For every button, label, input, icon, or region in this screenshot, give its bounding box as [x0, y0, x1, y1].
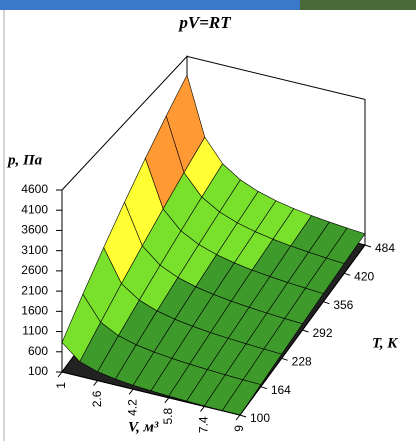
x-tick-label: 2.6: [90, 390, 104, 407]
x-tick-label: 1: [54, 382, 68, 389]
x-tick-label: 7.4: [197, 416, 211, 433]
y-tick-label: 100: [250, 411, 270, 425]
z-tick-label: 4100: [21, 202, 48, 216]
x-axis-label: V, м³: [128, 419, 159, 435]
window-header: [0, 0, 416, 10]
y-tick-label: 420: [354, 270, 374, 284]
y-tick-label: 164: [271, 383, 291, 397]
x-tick: [57, 371, 63, 378]
x-tick-label: 5.8: [161, 407, 175, 424]
x-tick-label: 4.2: [125, 399, 139, 416]
y-tick: [364, 244, 372, 248]
x-tick: [235, 414, 241, 421]
x-tick: [164, 397, 170, 404]
x-tick: [128, 388, 134, 395]
y-tick: [239, 414, 247, 418]
y-tick: [344, 272, 351, 276]
y-tick: [281, 357, 288, 361]
z-tick-label: 1600: [21, 304, 48, 318]
z-tick-label: 3600: [21, 223, 48, 237]
z-tick-label: 3100: [21, 243, 48, 257]
header-image: [300, 0, 416, 10]
chart-title: pV=RT: [177, 13, 231, 32]
z-tick-label: 100: [28, 364, 48, 378]
y-tick-label: 228: [292, 355, 312, 369]
y-axis-label: T, K: [372, 335, 398, 351]
x-tick: [93, 380, 98, 386]
y-tick: [260, 386, 267, 390]
y-tick-label: 292: [313, 326, 333, 340]
z-axis-label: p, Па: [6, 152, 43, 168]
y-tick: [302, 329, 309, 333]
y-tick-label: 356: [333, 298, 353, 312]
z-tick-label: 2600: [21, 263, 48, 277]
y-tick: [323, 301, 330, 305]
x-tick: [200, 406, 205, 412]
z-tick-label: 4600: [21, 182, 48, 196]
y-tick-label: 484: [375, 241, 395, 255]
z-tick-label: 1100: [22, 324, 48, 338]
z-tick-label: 600: [28, 344, 48, 358]
x-axis-line: [61, 371, 241, 416]
z-tick-label: 2100: [21, 283, 48, 297]
x-tick-label: 9: [232, 425, 246, 432]
